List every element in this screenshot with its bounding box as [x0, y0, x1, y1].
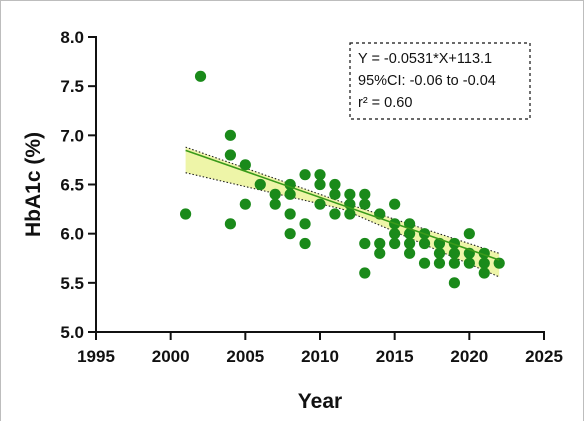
regression-stats-box: Y = -0.0531*X+113.1 95%CI: -0.06 to -0.0… [349, 42, 531, 120]
data-point [329, 208, 341, 220]
data-point [180, 208, 192, 220]
data-point [194, 70, 207, 82]
confidence-band [185, 147, 500, 277]
data-point [404, 228, 416, 240]
data-point [284, 208, 296, 220]
data-point [374, 237, 386, 250]
data-point [344, 208, 356, 220]
y-tick-label: 8.0 [60, 28, 84, 47]
data-point [299, 169, 311, 181]
data-point [389, 198, 401, 210]
data-point [299, 237, 311, 250]
data-points-layer [180, 70, 505, 289]
x-tick-label: 2010 [301, 347, 339, 366]
data-point [269, 188, 281, 200]
confidence-band-layer [185, 146, 500, 278]
regression-line [185, 149, 500, 261]
x-tick-label: 2000 [152, 347, 190, 366]
confidence-band-lower-edge [185, 172, 500, 278]
data-point [448, 247, 460, 259]
y-tick-label: 6.5 [60, 176, 84, 195]
y-tick-label: 5.0 [60, 323, 84, 342]
y-tick-label: 7.0 [60, 126, 84, 145]
data-point [433, 257, 446, 269]
data-point [389, 237, 401, 250]
x-tick-label: 2020 [450, 347, 488, 366]
regression-line-layer [185, 149, 500, 261]
data-point [478, 257, 490, 269]
data-point [404, 237, 416, 250]
data-point [299, 218, 311, 230]
data-point [239, 159, 251, 171]
y-axis-title: HbA1c (%) [22, 132, 45, 237]
data-point [463, 228, 475, 240]
data-point [463, 257, 475, 269]
data-point [254, 178, 266, 191]
data-point [359, 188, 371, 200]
x-tick-label: 2015 [376, 347, 414, 366]
data-point [359, 237, 371, 250]
y-tick-label: 7.5 [60, 77, 84, 96]
data-point [314, 169, 326, 181]
data-point [224, 218, 236, 230]
data-point [284, 188, 296, 200]
data-point [389, 228, 401, 240]
data-point [448, 237, 460, 250]
data-point [314, 178, 326, 191]
data-point [433, 247, 446, 259]
data-point [329, 178, 341, 191]
data-point [374, 247, 386, 259]
y-tick-label: 6.0 [60, 225, 84, 244]
x-axis-ticks: 1995 2000 2005 2010 2015 2020 2025 [77, 332, 563, 366]
y-tick-label: 5.5 [60, 274, 84, 293]
data-point [418, 257, 431, 269]
data-point [448, 257, 460, 269]
data-point [448, 277, 460, 289]
y-axis-ticks: 5.0 5.5 6.0 6.5 7.0 7.5 8.0 [60, 28, 96, 342]
data-point [224, 129, 236, 141]
data-point [284, 228, 296, 240]
data-point [404, 218, 416, 230]
x-tick-label: 2025 [525, 347, 563, 366]
data-point [269, 198, 281, 210]
confidence-band-upper-edge [185, 146, 500, 254]
data-point [359, 267, 371, 279]
data-point [314, 198, 326, 210]
x-axis-title: Year [298, 390, 342, 413]
stats-r-squared: r² = 0.60 [358, 95, 412, 111]
data-point [224, 149, 236, 161]
data-point [239, 198, 251, 210]
data-point [344, 188, 356, 200]
stats-confidence-interval: 95%CI: -0.06 to -0.04 [358, 73, 496, 89]
stats-box-border [349, 42, 531, 120]
x-tick-label: 1995 [77, 347, 115, 366]
data-point [359, 198, 371, 210]
x-tick-label: 2005 [226, 347, 264, 366]
data-point [478, 267, 490, 279]
data-point [404, 247, 416, 259]
data-point [493, 257, 505, 269]
data-point [418, 237, 431, 250]
data-point [329, 188, 341, 200]
stats-equation: Y = -0.0531*X+113.1 [358, 51, 492, 67]
